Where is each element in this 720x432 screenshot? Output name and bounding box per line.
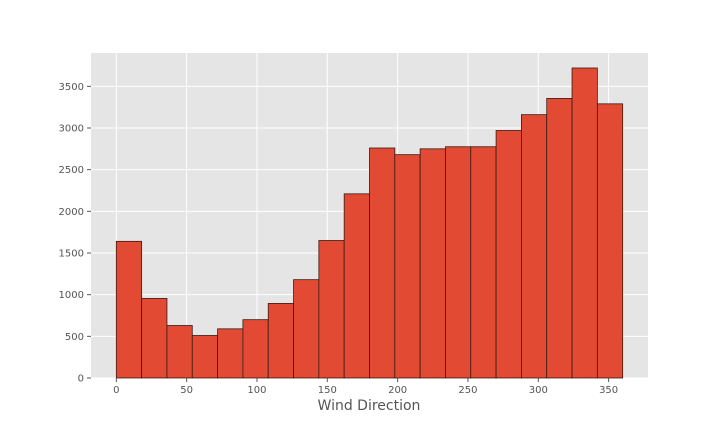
x-tick-label-4: 200	[388, 385, 407, 396]
bar-9	[343, 193, 370, 379]
bar-17	[546, 98, 573, 379]
x-tick-label-2: 100	[247, 385, 266, 396]
x-tick-label-6: 300	[529, 385, 548, 396]
x-tick-label-7: 350	[599, 385, 618, 396]
y-tick-label-1: 500	[65, 332, 84, 343]
x-tick-label-0: 0	[113, 385, 119, 396]
bar-13	[445, 146, 472, 379]
bar-7	[293, 279, 320, 379]
bar-5	[242, 319, 269, 379]
bar-1	[141, 298, 168, 379]
y-axis-ticks: 0 500 1000 1500 2000 2500 3000 3500	[59, 82, 91, 385]
x-axis-ticks: 0 50 100 150 200 250 300 350	[113, 378, 618, 396]
y-tick-label-3: 1500	[59, 249, 84, 260]
bar-10	[369, 147, 396, 379]
bar-15	[495, 130, 522, 379]
bar-2	[166, 325, 193, 379]
y-tick-label-4: 2000	[59, 207, 84, 218]
bar-4	[217, 328, 244, 379]
bar-12	[419, 148, 446, 379]
y-tick-label-5: 2500	[59, 165, 84, 176]
bar-3	[191, 335, 218, 379]
y-tick-label-0: 0	[78, 374, 84, 385]
x-tick-label-1: 50	[180, 385, 193, 396]
x-tick-label-5: 250	[458, 385, 477, 396]
bar-18	[571, 67, 598, 379]
bar-8	[318, 240, 345, 379]
y-tick-label-2: 1000	[59, 290, 84, 301]
bar-14	[470, 146, 497, 379]
bar-0	[115, 240, 143, 379]
y-tick-label-6: 3000	[59, 124, 84, 135]
bar-11	[394, 154, 421, 379]
bar-19	[596, 103, 624, 379]
y-tick-label-7: 3500	[59, 82, 84, 93]
bar-16	[521, 114, 548, 379]
x-tick-label-3: 150	[318, 385, 337, 396]
bar-6	[267, 303, 294, 379]
bars	[115, 67, 624, 379]
x-axis-title: Wind Direction	[318, 398, 421, 414]
